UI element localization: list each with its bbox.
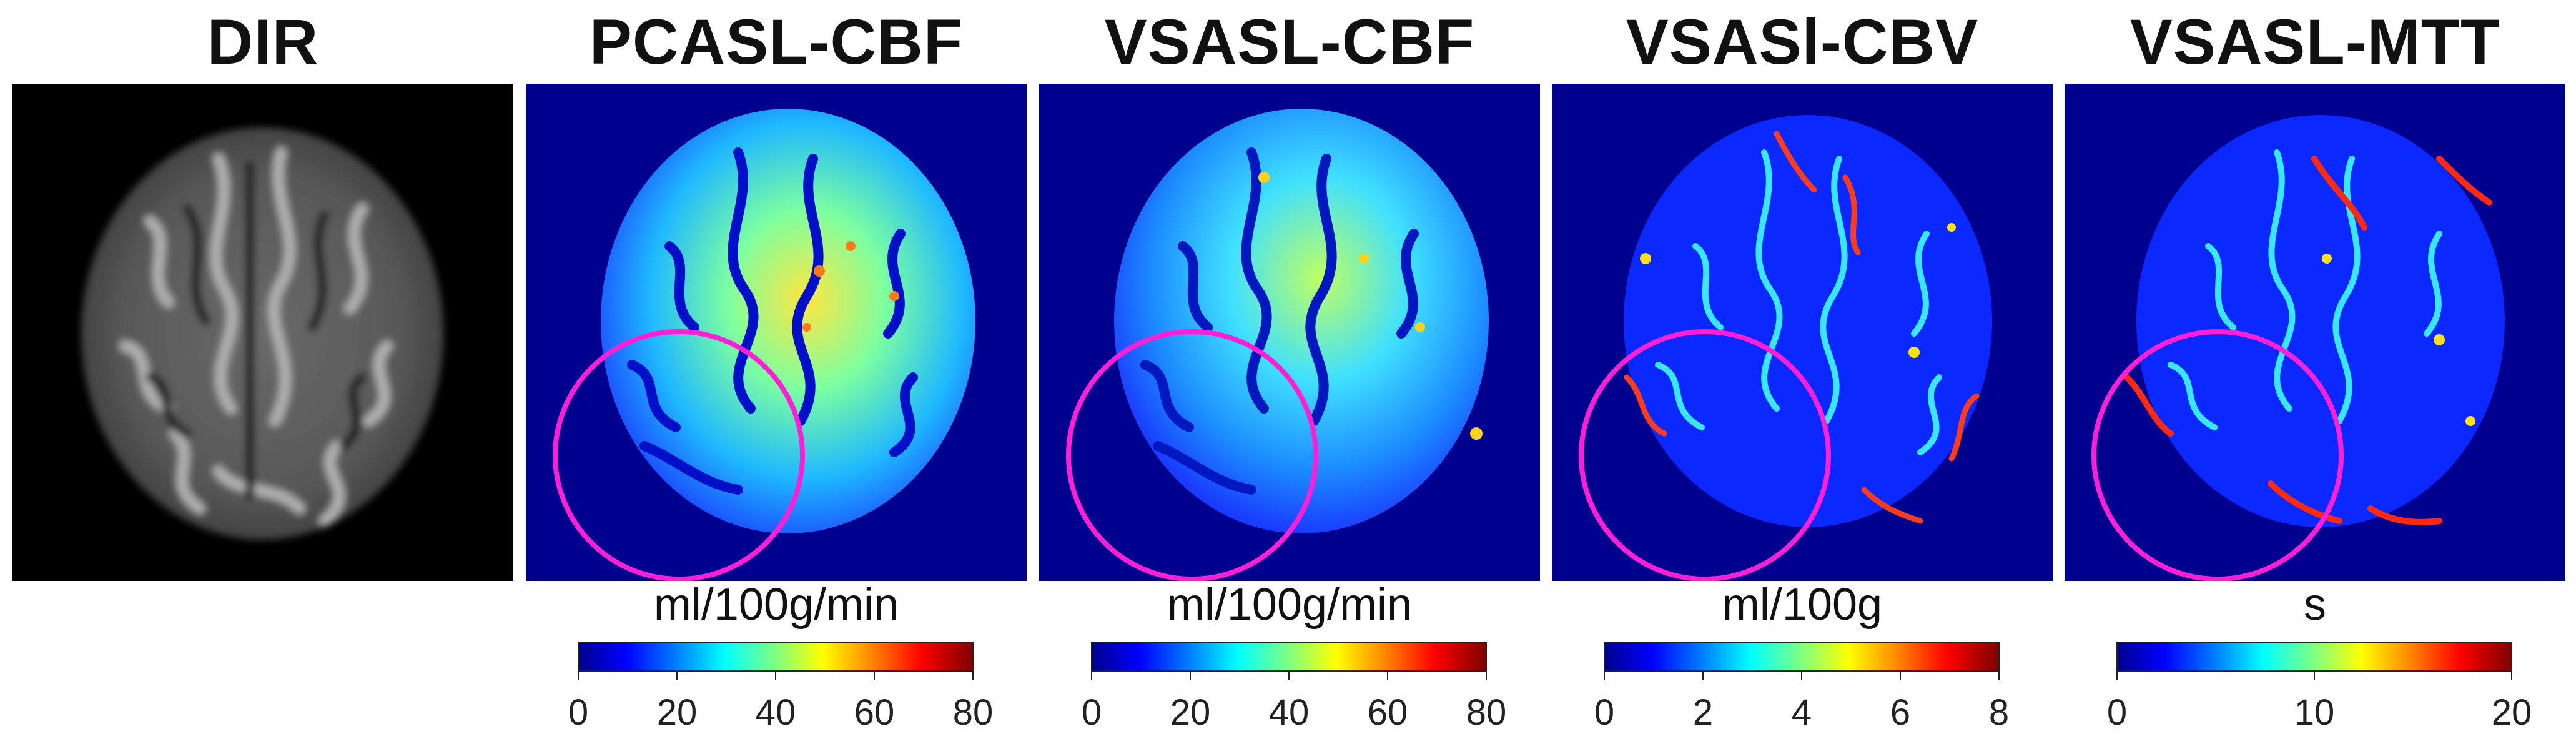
colorbar-tick <box>1604 672 1605 680</box>
panel-title: DIR <box>207 6 319 77</box>
colorbar-tick <box>1702 672 1704 680</box>
colorbar <box>1091 642 1487 672</box>
colorbar-tick-label: 80 <box>1466 692 1507 733</box>
vsasl-cbf-map <box>1039 84 1540 581</box>
colorbar-tick-label: 20 <box>2491 692 2532 733</box>
colorbar-tick <box>676 672 678 680</box>
colorbar-tick-label: 10 <box>2294 692 2335 733</box>
colorbar-unit: ml/100g <box>1722 580 1883 630</box>
panel-dir: DIR <box>12 0 513 739</box>
colorbar-tick-label: 0 <box>568 692 589 733</box>
colorbar-tick <box>775 672 776 680</box>
panel-vsasl-mtt: VSASL-MTT s <box>2065 0 2565 739</box>
colorbar-unit: ml/100g/min <box>653 580 899 630</box>
colorbar <box>578 642 974 672</box>
colorbar-tick <box>972 672 974 680</box>
panel-title: VSASl-CBV <box>1626 6 1979 77</box>
colorbar-tick-label: 0 <box>1594 692 1615 733</box>
colorbar-tick <box>2511 672 2512 680</box>
colorbar-tick-label: 0 <box>1081 692 1102 733</box>
colorbar-tick-label: 4 <box>1791 692 1812 733</box>
colorbar-unit: s <box>2304 580 2326 630</box>
colorbar-tick-label: 8 <box>1988 692 2010 733</box>
colorbar-tick <box>1288 672 1290 680</box>
colorbar-tick-label: 60 <box>1367 692 1408 733</box>
colorbar-tick <box>2314 672 2315 680</box>
colorbar-tick <box>578 672 579 680</box>
panel-vsasl-cbv: VSASl-CBV m <box>1552 0 2053 739</box>
panel-pcasl-cbf: PCASL-CBF <box>526 0 1027 739</box>
colorbar-tick-label: 20 <box>656 692 698 733</box>
colorbar <box>2116 642 2512 672</box>
colorbar-tick-label: 6 <box>1890 692 1911 733</box>
colorbar-tick-label: 20 <box>1170 692 1211 733</box>
dir-image <box>12 84 513 581</box>
colorbar-tick <box>1486 672 1487 680</box>
colorbar-tick <box>1387 672 1388 680</box>
colorbar-tick <box>874 672 875 680</box>
colorbar-tick <box>1190 672 1191 680</box>
colorbar-tick <box>1801 672 1802 680</box>
pcasl-cbf-map <box>526 84 1027 581</box>
panel-title: VSASL-CBF <box>1104 6 1475 77</box>
panel-title: PCASL-CBF <box>589 6 964 77</box>
colorbar-tick <box>2116 672 2118 680</box>
colorbar-tick <box>1091 672 1092 680</box>
colorbar-tick <box>1900 672 1901 680</box>
vsasl-mtt-map <box>2065 84 2565 581</box>
panel-vsasl-cbf: VSASL-CBF <box>1039 0 1540 739</box>
colorbar-tick <box>1998 672 2000 680</box>
colorbar <box>1604 642 2000 672</box>
colorbar-tick-label: 60 <box>854 692 895 733</box>
vsasl-cbv-map <box>1552 84 2053 581</box>
colorbar-tick-label: 40 <box>1268 692 1310 733</box>
panel-title: VSASL-MTT <box>2129 6 2500 77</box>
colorbar-tick-label: 0 <box>2106 692 2128 733</box>
colorbar-tick-label: 2 <box>1692 692 1714 733</box>
colorbar-unit: ml/100g/min <box>1167 580 1413 630</box>
colorbar-tick-label: 80 <box>952 692 994 733</box>
colorbar-tick-label: 40 <box>755 692 796 733</box>
